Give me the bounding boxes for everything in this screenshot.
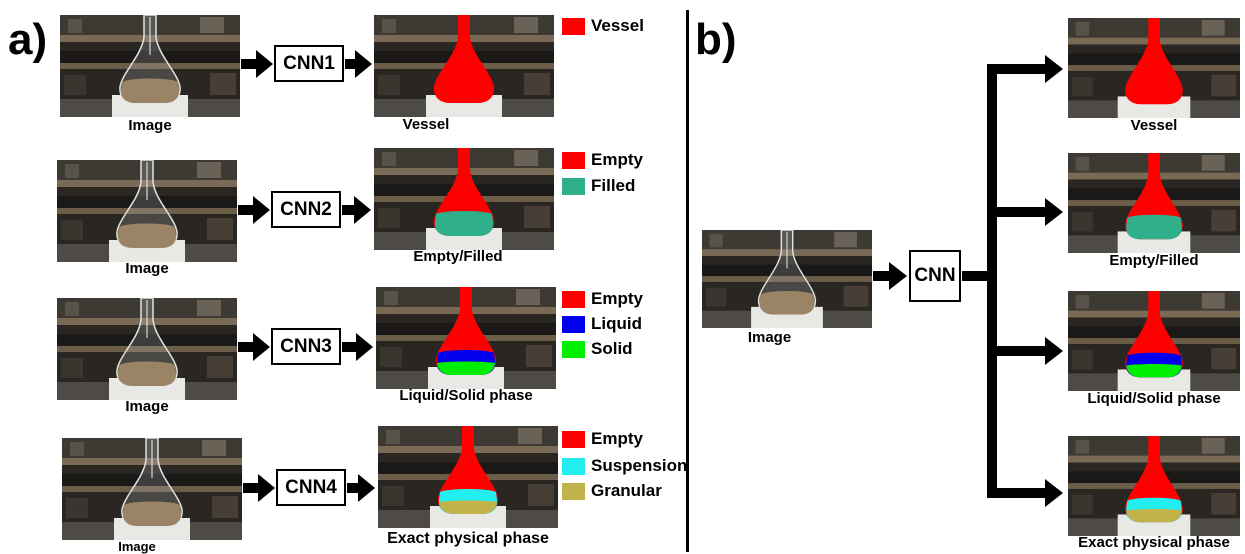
phase-mask-photo [1068, 291, 1240, 391]
legend-swatch [562, 430, 585, 448]
arrow-right-icon [238, 196, 270, 224]
legend-label: Empty [591, 429, 643, 448]
legend-label: Empty [591, 289, 643, 308]
legend-item: Filled [562, 176, 635, 196]
cnn-box: CNN [909, 250, 961, 302]
arrow-right-icon [987, 337, 1063, 365]
flask-icon [376, 287, 556, 389]
flask-icon [1068, 291, 1240, 391]
vessel-mask-photo [374, 15, 554, 117]
flask-icon [57, 298, 237, 400]
phase-mask-photo [376, 287, 556, 389]
input-photo [57, 298, 237, 400]
output-caption: Liquid/Solid phase [1087, 390, 1221, 407]
arrow-right-icon [243, 474, 275, 502]
arrow-right-icon [347, 474, 375, 502]
output-caption: Empty/Filled [1109, 252, 1199, 269]
input-caption: Image [125, 260, 169, 277]
output-caption: Vessel [1130, 117, 1178, 134]
legend-item: Vessel [562, 16, 644, 36]
arrow-right-icon [987, 55, 1063, 83]
flask-icon [1068, 153, 1240, 253]
arrow-right-icon [345, 50, 372, 78]
legend-swatch [562, 340, 585, 358]
filled-mask-photo [1068, 153, 1240, 253]
arrow-right-icon [238, 333, 270, 361]
cnn3-box: CNN3 [271, 328, 341, 365]
branch-trunk [987, 68, 997, 496]
legend-swatch [562, 482, 585, 500]
legend-swatch [562, 151, 585, 169]
input-photo [60, 15, 240, 117]
panel-a-label: a) [8, 15, 48, 64]
flask-icon [374, 15, 554, 117]
legend-item: Solid [562, 339, 633, 359]
output-caption: Vessel [402, 116, 450, 133]
legend-swatch [562, 290, 585, 308]
output-caption: Exact physical phase [1078, 534, 1230, 551]
legend-item: Empty [562, 429, 643, 449]
legend-item: Empty [562, 150, 643, 170]
legend-label: Vessel [591, 16, 644, 35]
arrow-right-icon [342, 196, 371, 224]
input-caption: Image [118, 539, 156, 554]
cnn4-box: CNN4 [276, 469, 346, 506]
legend-swatch [562, 177, 585, 195]
legend-swatch [562, 17, 585, 35]
vessel-mask-photo [1068, 18, 1240, 118]
output-caption: Empty/Filled [413, 248, 503, 265]
arrow-right-icon [987, 479, 1063, 507]
flask-icon [374, 148, 554, 250]
panel-b-label: b) [695, 15, 737, 64]
cnn2-box: CNN2 [271, 191, 341, 228]
flask-icon [57, 160, 237, 262]
arrow-right-icon [987, 198, 1063, 226]
legend-item: Suspension [562, 456, 687, 476]
input-photo [57, 160, 237, 262]
flask-icon [62, 438, 242, 540]
flask-icon [702, 230, 872, 328]
flask-icon [60, 15, 240, 117]
output-caption: Exact physical phase [387, 530, 549, 547]
arrow-right-icon [241, 50, 273, 78]
input-photo [702, 230, 872, 328]
exact-phase-mask-photo [1068, 436, 1240, 536]
legend-item: Granular [562, 481, 662, 501]
exact-phase-mask-photo [378, 426, 558, 528]
arrow-right-icon [873, 262, 907, 290]
flask-icon [378, 426, 558, 528]
legend-label: Empty [591, 150, 643, 169]
arrow-right-icon [342, 333, 373, 361]
legend-swatch [562, 457, 585, 475]
legend-label: Filled [591, 176, 636, 195]
filled-mask-photo [374, 148, 554, 250]
legend-label: Liquid [591, 314, 642, 333]
legend-swatch [562, 315, 585, 333]
flask-icon [1068, 436, 1240, 536]
output-caption: Liquid/Solid phase [399, 387, 533, 404]
legend-label: Suspension [591, 456, 688, 475]
legend-item: Empty [562, 289, 643, 309]
cnn1-box: CNN1 [274, 45, 344, 82]
branch-stem [962, 271, 990, 281]
legend-label: Solid [591, 339, 633, 358]
panel-divider [686, 10, 689, 552]
input-caption: Image [747, 329, 792, 346]
flask-icon [1068, 18, 1240, 118]
input-caption: Image [128, 117, 172, 134]
legend-label: Granular [591, 481, 662, 500]
legend-item: Liquid [562, 314, 642, 334]
input-caption: Image [125, 398, 169, 415]
input-photo [62, 438, 242, 540]
